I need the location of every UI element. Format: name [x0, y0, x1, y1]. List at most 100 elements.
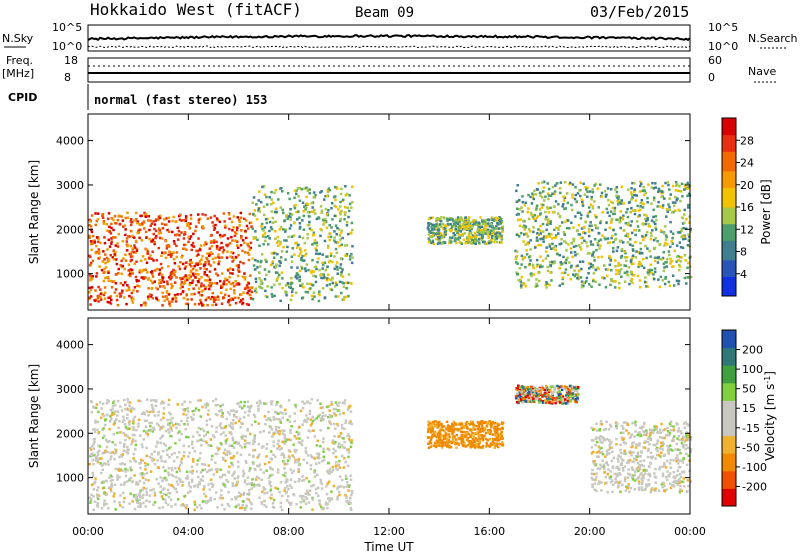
- heatmap-cell: [563, 207, 566, 211]
- heatmap-cell: [221, 234, 225, 238]
- heatmap-cell: [245, 302, 249, 306]
- heatmap-cell: [539, 237, 542, 241]
- heatmap-cell: [121, 505, 124, 509]
- heatmap-cell: [449, 229, 452, 233]
- heatmap-cell: [592, 272, 596, 275]
- heatmap-cell: [581, 202, 584, 205]
- heatmap-cell: [178, 423, 181, 426]
- heatmap-cell: [472, 428, 475, 431]
- heatmap-cell: [298, 432, 301, 435]
- heatmap-cell: [571, 255, 574, 259]
- heatmap-cell: [194, 276, 197, 279]
- heatmap-cell: [164, 256, 168, 260]
- heatmap-cell: [197, 213, 200, 216]
- heatmap-cell: [310, 210, 314, 213]
- heatmap-cell: [563, 181, 567, 184]
- heatmap-cell: [211, 221, 214, 224]
- heatmap-cell: [474, 242, 477, 245]
- heatmap-cell: [101, 402, 105, 406]
- heatmap-cell: [472, 219, 476, 222]
- heatmap-cell: [192, 273, 195, 277]
- heatmap-cell: [460, 225, 464, 228]
- heatmap-cell: [137, 279, 140, 282]
- heatmap-cell: [244, 236, 248, 240]
- heatmap-cell: [186, 302, 189, 306]
- heatmap-cell: [290, 276, 293, 280]
- heatmap-cell: [184, 219, 187, 223]
- heatmap-cell: [311, 419, 315, 423]
- heatmap-cell: [144, 505, 147, 508]
- heatmap-cell: [337, 445, 340, 449]
- heatmap-cell: [145, 419, 148, 422]
- heatmap-cell: [260, 478, 263, 482]
- heatmap-cell: [211, 303, 214, 307]
- heatmap-cell: [184, 243, 187, 246]
- heatmap-cell: [111, 401, 115, 404]
- heatmap-cell: [189, 222, 192, 225]
- heatmap-cell: [149, 279, 153, 283]
- heatmap-cell: [438, 223, 442, 226]
- heatmap-cell: [650, 268, 654, 272]
- heatmap-cell: [555, 252, 559, 256]
- heatmap-cell: [591, 206, 595, 210]
- heatmap-cell: [280, 453, 283, 457]
- heatmap-cell: [672, 232, 675, 235]
- heatmap-cell: [328, 470, 331, 474]
- heatmap-cell: [334, 198, 337, 202]
- heatmap-cell: [183, 267, 187, 270]
- y-tick-label: 1000: [56, 268, 84, 281]
- heatmap-cell: [282, 228, 285, 231]
- heatmap-cell: [536, 232, 539, 235]
- heatmap-cell: [100, 507, 104, 510]
- heatmap-cell: [228, 413, 231, 416]
- heatmap-cell: [539, 255, 542, 258]
- heatmap-cell: [214, 303, 218, 306]
- heatmap-cell: [346, 464, 350, 467]
- heatmap-cell: [299, 501, 303, 504]
- heatmap-cell: [318, 293, 321, 297]
- heatmap-cell: [156, 218, 160, 221]
- heatmap-cell: [644, 276, 647, 279]
- heatmap-cell: [146, 215, 149, 218]
- heatmap-cell: [233, 234, 237, 238]
- heatmap-cell: [248, 488, 251, 492]
- heatmap-cell: [115, 258, 118, 261]
- heatmap-cell: [218, 233, 222, 237]
- heatmap-cell: [130, 480, 134, 484]
- heatmap-cell: [343, 218, 346, 221]
- heatmap-cell: [501, 441, 504, 444]
- heatmap-cell: [151, 430, 155, 433]
- heatmap-cell: [466, 436, 470, 440]
- heatmap-cell: [114, 221, 117, 225]
- heatmap-cell: [338, 409, 341, 412]
- heatmap-cell: [312, 291, 316, 294]
- heatmap-cell: [247, 282, 250, 285]
- heatmap-cell: [477, 238, 481, 241]
- heatmap-cell: [474, 236, 478, 239]
- heatmap-cell: [302, 286, 305, 289]
- heatmap-cell: [436, 421, 439, 424]
- heatmap-cell: [579, 245, 582, 249]
- heatmap-cell: [130, 406, 134, 410]
- heatmap-cell: [164, 501, 168, 504]
- heatmap-cell: [561, 282, 564, 286]
- heatmap-cell: [102, 220, 106, 223]
- heatmap-cell: [177, 467, 181, 471]
- heatmap-cell: [302, 458, 306, 461]
- heatmap-cell: [293, 419, 296, 423]
- heatmap-cell: [455, 433, 458, 437]
- heatmap-cell: [124, 253, 127, 256]
- heatmap-cell: [330, 403, 333, 406]
- heatmap-cell: [500, 234, 503, 238]
- heatmap-cell: [295, 210, 298, 214]
- heatmap-cell: [284, 258, 287, 261]
- heatmap-cell: [152, 488, 155, 491]
- heatmap-cell: [225, 256, 229, 259]
- heatmap-cell: [585, 241, 588, 244]
- heatmap-cell: [667, 250, 671, 253]
- heatmap-cell: [268, 220, 272, 224]
- heatmap-cell: [135, 428, 138, 432]
- heatmap-cell: [272, 433, 275, 436]
- heatmap-cell: [546, 220, 550, 224]
- heatmap-cell: [242, 262, 245, 265]
